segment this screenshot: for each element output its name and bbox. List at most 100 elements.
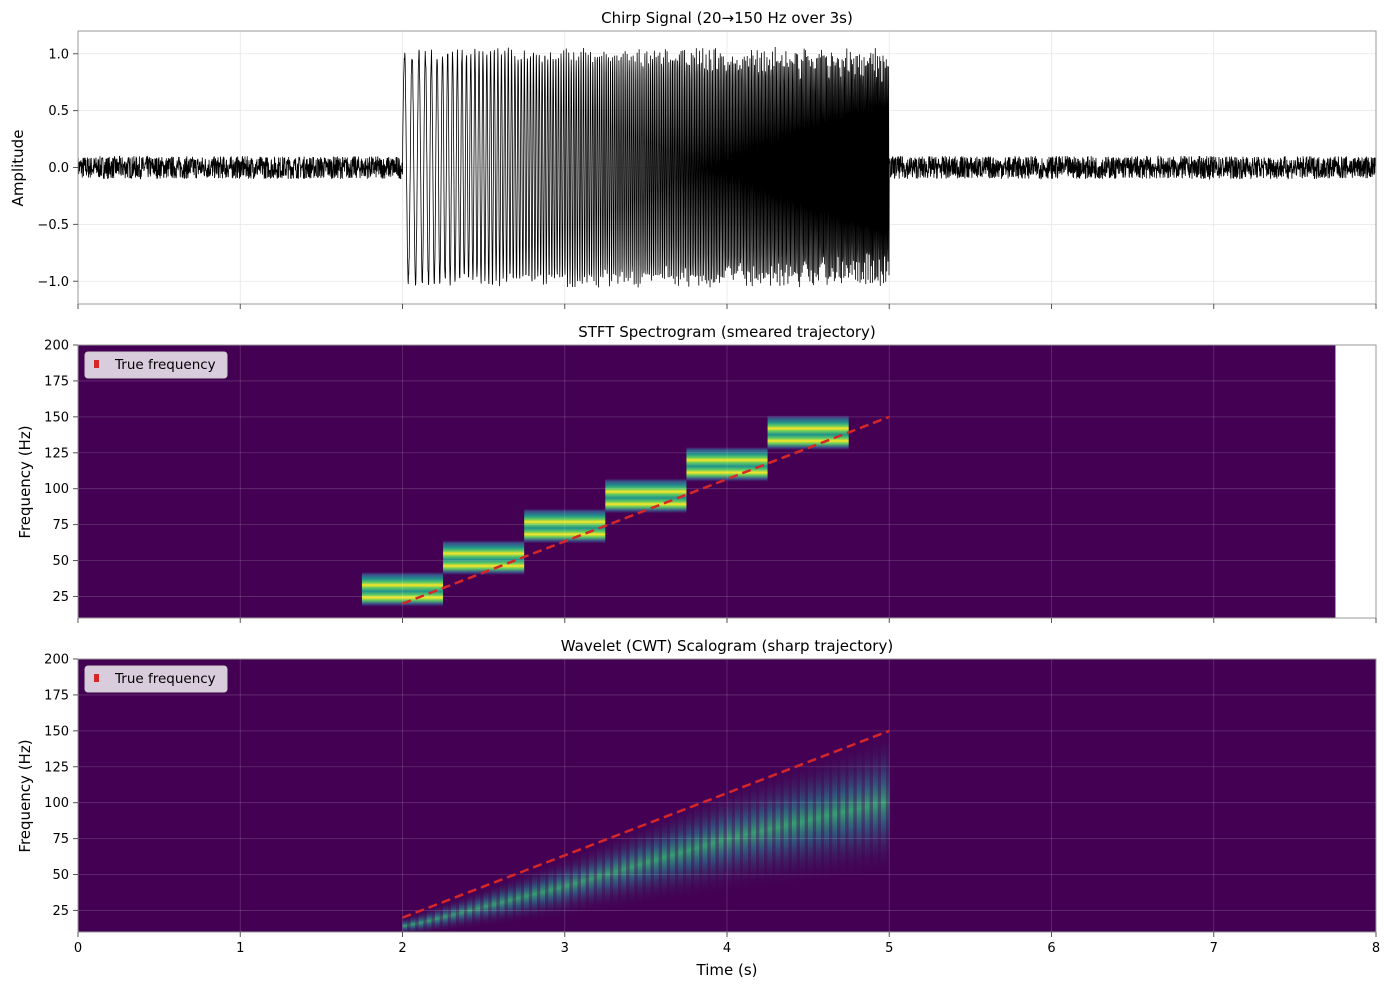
cwt-ridge-slice-34 — [540, 864, 545, 920]
stft-y-tick-label-7: 200 — [44, 339, 69, 354]
signal-y-tick-label-0: 1.0 — [48, 47, 69, 62]
cwt-ridge-slice-30 — [524, 870, 529, 922]
stft-y-tick-label-0: 25 — [52, 590, 69, 605]
cwt-ridge-slice-8 — [434, 904, 440, 932]
cwt-ridge-slice-22 — [491, 882, 497, 926]
cwt-ridge-slice-46 — [589, 844, 594, 913]
cwt-ridge — [402, 728, 890, 932]
signal-title: Chirp Signal (20→150 Hz over 3s) — [601, 9, 853, 27]
cwt-ridge-slice-101 — [812, 754, 817, 884]
cwt-ridge-slice-55 — [625, 828, 631, 908]
cwt-x-tick-label-6: 6 — [1047, 941, 1055, 956]
cwt-ridge-slice-17 — [471, 890, 477, 929]
cwt-ridge-slice-31 — [528, 869, 533, 922]
cwt-ridge-slice-50 — [605, 837, 610, 911]
cwt-ridge-slice-117 — [877, 731, 882, 876]
signal-panel: Chirp Signal (20→150 Hz over 3s) 1.0 0.5 0… — [9, 9, 1377, 309]
cwt-ridge-slice-40 — [564, 855, 570, 917]
cwt-ridge-slice-18 — [475, 889, 481, 928]
cwt-ridge-slice-88 — [759, 772, 765, 890]
stft-ylabel: Frequency (Hz) — [16, 425, 34, 538]
cwt-ylabel: Frequency (Hz) — [16, 739, 34, 852]
cwt-ridge-slice-20 — [483, 886, 489, 927]
stft-legend-label: True frequency — [114, 357, 216, 373]
signal-y-tick-label-4: −1.0 — [37, 275, 69, 290]
stft-ticks: 25 50 75 100 125 150 175 200 — [44, 339, 1377, 623]
cwt-ridge-slice-28 — [516, 873, 521, 923]
cwt-ridge-slice-7 — [430, 906, 436, 932]
cwt-ridge-slice-116 — [873, 732, 878, 877]
cwt-ridge-slice-81 — [731, 782, 736, 893]
stft-segment-0 — [361, 572, 444, 607]
cwt-ticks: 0 1 2 3 4 5 6 7 8 25 50 75 100 125 150 175 200 — [44, 653, 1380, 957]
stft-segment-1 — [443, 540, 525, 575]
cwt-x-tick-label-5: 5 — [885, 941, 893, 956]
cwt-ridge-slice-98 — [800, 758, 805, 885]
cwt-ridge-slice-49 — [601, 839, 606, 912]
cwt-ridge-slice-43 — [576, 849, 582, 915]
cwt-ridge-slice-44 — [580, 847, 586, 915]
cwt-y-tick-label-0: 25 — [52, 904, 69, 919]
cwt-ridge-slice-56 — [629, 826, 635, 908]
stft-segment-2 — [524, 508, 606, 544]
signal-y-tick-label-3: −0.5 — [37, 218, 69, 233]
stft-title: STFT Spectrogram (smeared trajectory) — [578, 323, 876, 341]
cwt-ridge-slice-13 — [455, 896, 460, 931]
cwt-ridge-slice-75 — [706, 792, 712, 896]
cwt-ridge-slice-21 — [487, 884, 493, 927]
stft-segments — [361, 415, 849, 607]
cwt-ridge-slice-90 — [767, 769, 773, 889]
stft-y-tick-label-2: 75 — [52, 518, 69, 533]
stft-legend-box — [84, 351, 228, 379]
cwt-ridge-slice-119 — [885, 728, 890, 875]
signal-ylabel: Amplitude — [9, 130, 27, 207]
cwt-ridge-slice-115 — [868, 734, 874, 877]
cwt-ridge-slice-113 — [860, 737, 866, 878]
stft-y-tick-label-4: 125 — [44, 446, 69, 461]
signal-y-tick-label-2: 0.0 — [48, 161, 69, 176]
cwt-ridge-slice-29 — [520, 872, 525, 923]
cwt-ridge-slice-108 — [840, 744, 846, 880]
cwt-xlabel: Time (s) — [696, 961, 758, 979]
cwt-ridge-slice-67 — [674, 807, 679, 901]
cwt-ridge-slice-65 — [666, 810, 671, 902]
cwt-ridge-slice-52 — [613, 833, 618, 910]
cwt-ridge-slice-104 — [824, 750, 829, 882]
stft-segment-3 — [605, 478, 687, 514]
cwt-ridge-slice-89 — [763, 771, 769, 889]
cwt-ridge-slice-26 — [507, 876, 513, 924]
cwt-ridge-slice-94 — [783, 764, 789, 887]
stft-legend-swatch — [94, 360, 99, 368]
cwt-ridge-slice-100 — [808, 755, 813, 884]
cwt-ridge-slice-37 — [552, 859, 558, 919]
cwt-ridge-slice-78 — [718, 787, 724, 895]
cwt-ridge-slice-54 — [621, 830, 627, 909]
cwt-grid — [78, 659, 1376, 932]
cwt-ridge-slice-32 — [532, 867, 537, 921]
cwt-ridge-slice-76 — [710, 791, 716, 896]
cwt-ridge-slice-11 — [447, 899, 452, 932]
cwt-ridge-slice-36 — [548, 861, 554, 919]
cwt-ridge-slice-1 — [406, 915, 412, 932]
cwt-ridge-slice-92 — [775, 767, 781, 888]
cwt-ridge-slice-27 — [512, 875, 517, 924]
stft-segment-4 — [686, 447, 768, 482]
cwt-true-frequency-line — [402, 729, 890, 919]
cwt-ridge-slice-25 — [503, 878, 509, 925]
cwt-ridge-slice-77 — [714, 789, 720, 895]
cwt-ridge-slice-61 — [649, 817, 655, 905]
stft-y-tick-label-1: 50 — [52, 554, 69, 569]
cwt-ridge-slice-79 — [722, 785, 728, 894]
cwt-ridge-slice-71 — [690, 799, 696, 899]
cwt-ridge-slice-0 — [402, 916, 408, 932]
cwt-ridge-slice-91 — [771, 768, 777, 888]
cwt-x-tick-label-3: 3 — [561, 941, 569, 956]
cwt-ridge-slice-39 — [560, 856, 566, 918]
cwt-y-tick-label-4: 125 — [44, 760, 69, 775]
cwt-ridge-slice-99 — [804, 757, 809, 885]
cwt-ridge-slice-60 — [645, 819, 651, 905]
cwt-ridge-slice-16 — [467, 892, 472, 929]
cwt-ridge-slice-2 — [410, 913, 416, 932]
cwt-ridge-slice-33 — [536, 866, 541, 921]
